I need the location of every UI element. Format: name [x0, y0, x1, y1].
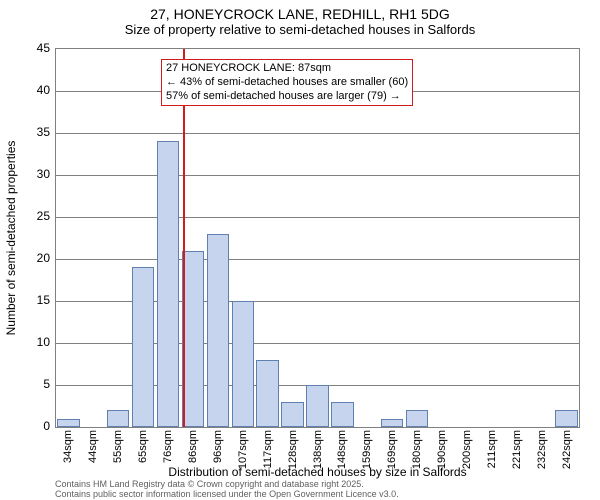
x-tick-label: 190sqm	[436, 430, 448, 469]
x-tick-label: 86sqm	[187, 430, 199, 463]
x-tick-label: 180sqm	[411, 430, 423, 469]
y-axis-label: Number of semi-detached properties	[2, 48, 20, 428]
x-tick-label: 232sqm	[536, 430, 548, 469]
x-tick-label: 65sqm	[137, 430, 149, 463]
x-tick-label: 169sqm	[386, 430, 398, 469]
attribution-text: Contains HM Land Registry data © Crown c…	[55, 480, 399, 500]
gridline	[56, 175, 579, 176]
x-tick-label: 242sqm	[561, 430, 573, 469]
annotation-line: 57% of semi-detached houses are larger (…	[166, 90, 408, 104]
y-tick-label: 30	[37, 167, 50, 181]
gridline	[56, 133, 579, 134]
y-tick-label: 0	[43, 419, 50, 433]
histogram-bar	[232, 301, 254, 427]
histogram-bar	[207, 234, 229, 427]
histogram-bar	[182, 251, 204, 427]
chart-title-line2: Size of property relative to semi-detach…	[0, 22, 600, 37]
y-tick-label: 5	[43, 377, 50, 391]
x-tick-label: 55sqm	[112, 430, 124, 463]
histogram-bar	[281, 402, 303, 427]
x-tick-label: 107sqm	[237, 430, 249, 469]
histogram-bar	[306, 385, 328, 427]
y-tick-label: 15	[37, 293, 50, 307]
gridline	[56, 217, 579, 218]
x-tick-label: 138sqm	[312, 430, 324, 469]
y-tick-label: 10	[37, 335, 50, 349]
annotation-line: ← 43% of semi-detached houses are smalle…	[166, 76, 408, 90]
histogram-bar	[381, 419, 403, 427]
histogram-bar	[331, 402, 353, 427]
chart-title-line1: 27, HONEYCROCK LANE, REDHILL, RH1 5DG	[0, 6, 600, 22]
y-tick-label: 35	[37, 125, 50, 139]
histogram-bar	[107, 410, 129, 427]
annotation-line: 27 HONEYCROCK LANE: 87sqm	[166, 62, 408, 76]
histogram-bar	[157, 141, 179, 427]
x-tick-label: 128sqm	[287, 430, 299, 469]
x-tick-label: 221sqm	[511, 430, 523, 469]
x-tick-label: 117sqm	[262, 430, 274, 468]
histogram-bar	[555, 410, 577, 427]
gridline	[56, 259, 579, 260]
x-tick-label: 159sqm	[361, 430, 373, 469]
x-tick-label: 44sqm	[87, 430, 99, 463]
y-tick-label: 25	[37, 209, 50, 223]
x-tick-label: 96sqm	[212, 430, 224, 463]
histogram-bar	[57, 419, 79, 427]
histogram-bar	[132, 267, 154, 427]
chart-plot-area: 27 HONEYCROCK LANE: 87sqm← 43% of semi-d…	[55, 48, 580, 428]
y-tick-label: 45	[37, 41, 50, 55]
y-tick-label: 40	[37, 83, 50, 97]
x-tick-label: 76sqm	[162, 430, 174, 463]
histogram-bar	[256, 360, 278, 427]
y-tick-label: 20	[37, 251, 50, 265]
x-axis-label: Distribution of semi-detached houses by …	[55, 465, 580, 479]
x-tick-label: 211sqm	[486, 430, 498, 468]
annotation-box: 27 HONEYCROCK LANE: 87sqm← 43% of semi-d…	[161, 59, 413, 106]
x-tick-label: 200sqm	[461, 430, 473, 469]
histogram-bar	[406, 410, 428, 427]
x-tick-label: 148sqm	[336, 430, 348, 469]
x-tick-label: 34sqm	[62, 430, 74, 463]
